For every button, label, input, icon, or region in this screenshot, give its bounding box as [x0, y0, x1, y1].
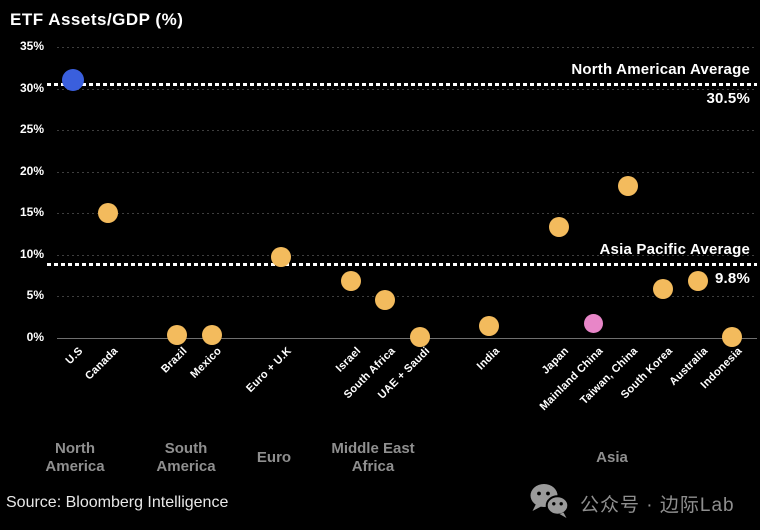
x-axis-label-text: Euro + U.K: [243, 345, 294, 395]
x-axis-label-text: Canada: [82, 345, 121, 383]
gridline: [57, 88, 757, 90]
data-point-india: [479, 315, 500, 336]
y-tick-label: 15%: [19, 205, 44, 220]
x-axis-label-text: U.S: [63, 345, 86, 367]
gridline: [57, 254, 757, 256]
data-point-south-africa: [375, 289, 396, 310]
average-reference-line: [47, 263, 757, 266]
average-line-label: North American Average: [571, 60, 750, 78]
data-point-australia: [687, 270, 708, 291]
y-tick-label: 5%: [26, 288, 44, 303]
data-point-mainland-china: [584, 313, 603, 333]
group-label: North America: [45, 440, 105, 475]
x-axis-label-text: Israel: [333, 345, 364, 375]
gridline: [57, 213, 757, 215]
data-point-brazil: [167, 324, 188, 345]
y-tick-label: 20%: [19, 163, 44, 178]
y-tick-label: 0%: [26, 330, 44, 344]
x-axis-label-text: India: [474, 345, 502, 373]
data-point-israel: [340, 271, 361, 292]
y-tick-label: 30%: [19, 80, 44, 95]
gridline: [57, 130, 757, 132]
data-point-taiwan-china: [618, 175, 639, 196]
source-credit: Source: Bloomberg Intelligence: [6, 494, 229, 511]
average-line-value: 9.8%: [715, 270, 750, 287]
average-reference-line: [47, 82, 757, 86]
x-axis-label-text: Mexico: [188, 345, 225, 381]
x-axis-label-text: Brazil: [159, 345, 190, 376]
x-axis-label-text: Japan: [539, 345, 572, 377]
data-point-u-s: [62, 69, 84, 92]
watermark-text: 公众号 · 边际Lab: [580, 495, 735, 516]
wechat-icon: [528, 482, 572, 525]
group-label: Asia: [596, 449, 628, 466]
chart-title: ETF Assets/GDP (%): [10, 10, 184, 29]
x-axis-line: [57, 338, 757, 339]
data-point-japan: [548, 216, 569, 237]
y-tick-label: 10%: [19, 246, 44, 261]
average-line-value: 30.5%: [706, 89, 750, 107]
x-axis-label-text: Mainland China: [538, 345, 606, 413]
group-label: Middle East Africa: [331, 440, 415, 475]
y-tick-label: 25%: [19, 122, 44, 137]
group-label: South America: [156, 440, 216, 475]
gridline: [57, 171, 757, 173]
data-point-uae-saudi: [410, 327, 430, 348]
data-point-indonesia: [722, 327, 743, 348]
watermark-badge: 公众号 · 边际Lab: [528, 482, 735, 525]
data-point-euro-u-k: [271, 247, 292, 268]
average-line-label: Asia Pacific Average: [599, 241, 750, 258]
gridline: [57, 47, 757, 48]
group-label: Euro: [256, 449, 292, 466]
data-point-mexico: [201, 324, 222, 345]
gridline: [57, 296, 757, 298]
data-point-south-korea: [652, 278, 673, 299]
data-point-canada: [97, 203, 118, 224]
y-tick-label: 35%: [19, 39, 44, 53]
